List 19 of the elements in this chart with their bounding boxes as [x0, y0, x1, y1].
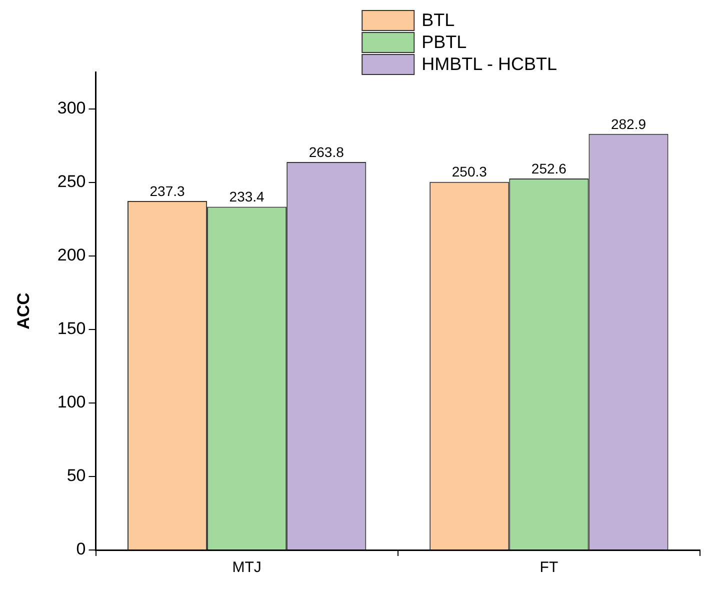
y-tick-label: 250	[57, 172, 86, 191]
y-tick-label: 100	[57, 392, 86, 412]
data-label: 282.9	[610, 116, 646, 132]
legend-label: BTL	[422, 10, 455, 30]
x-tick-label: MTJ	[232, 559, 262, 576]
y-tick-label: 50	[66, 466, 86, 486]
data-label: 233.4	[229, 188, 265, 205]
y-tick-label: 150	[57, 319, 86, 338]
data-label: 263.8	[308, 144, 344, 160]
y-axis-title: ACC	[14, 292, 33, 330]
y-tick-label: 300	[57, 98, 86, 118]
legend-label: PBTL	[422, 32, 467, 52]
data-label: 252.6	[531, 160, 567, 176]
data-label: 250.3	[452, 164, 488, 180]
x-tick-label: FT	[540, 559, 558, 576]
data-label: 237.3	[150, 182, 185, 199]
legend-label: HMBTL - HCBTL	[422, 54, 557, 74]
y-tick-label: 0	[76, 540, 86, 559]
y-tick-label: 200	[57, 246, 86, 265]
